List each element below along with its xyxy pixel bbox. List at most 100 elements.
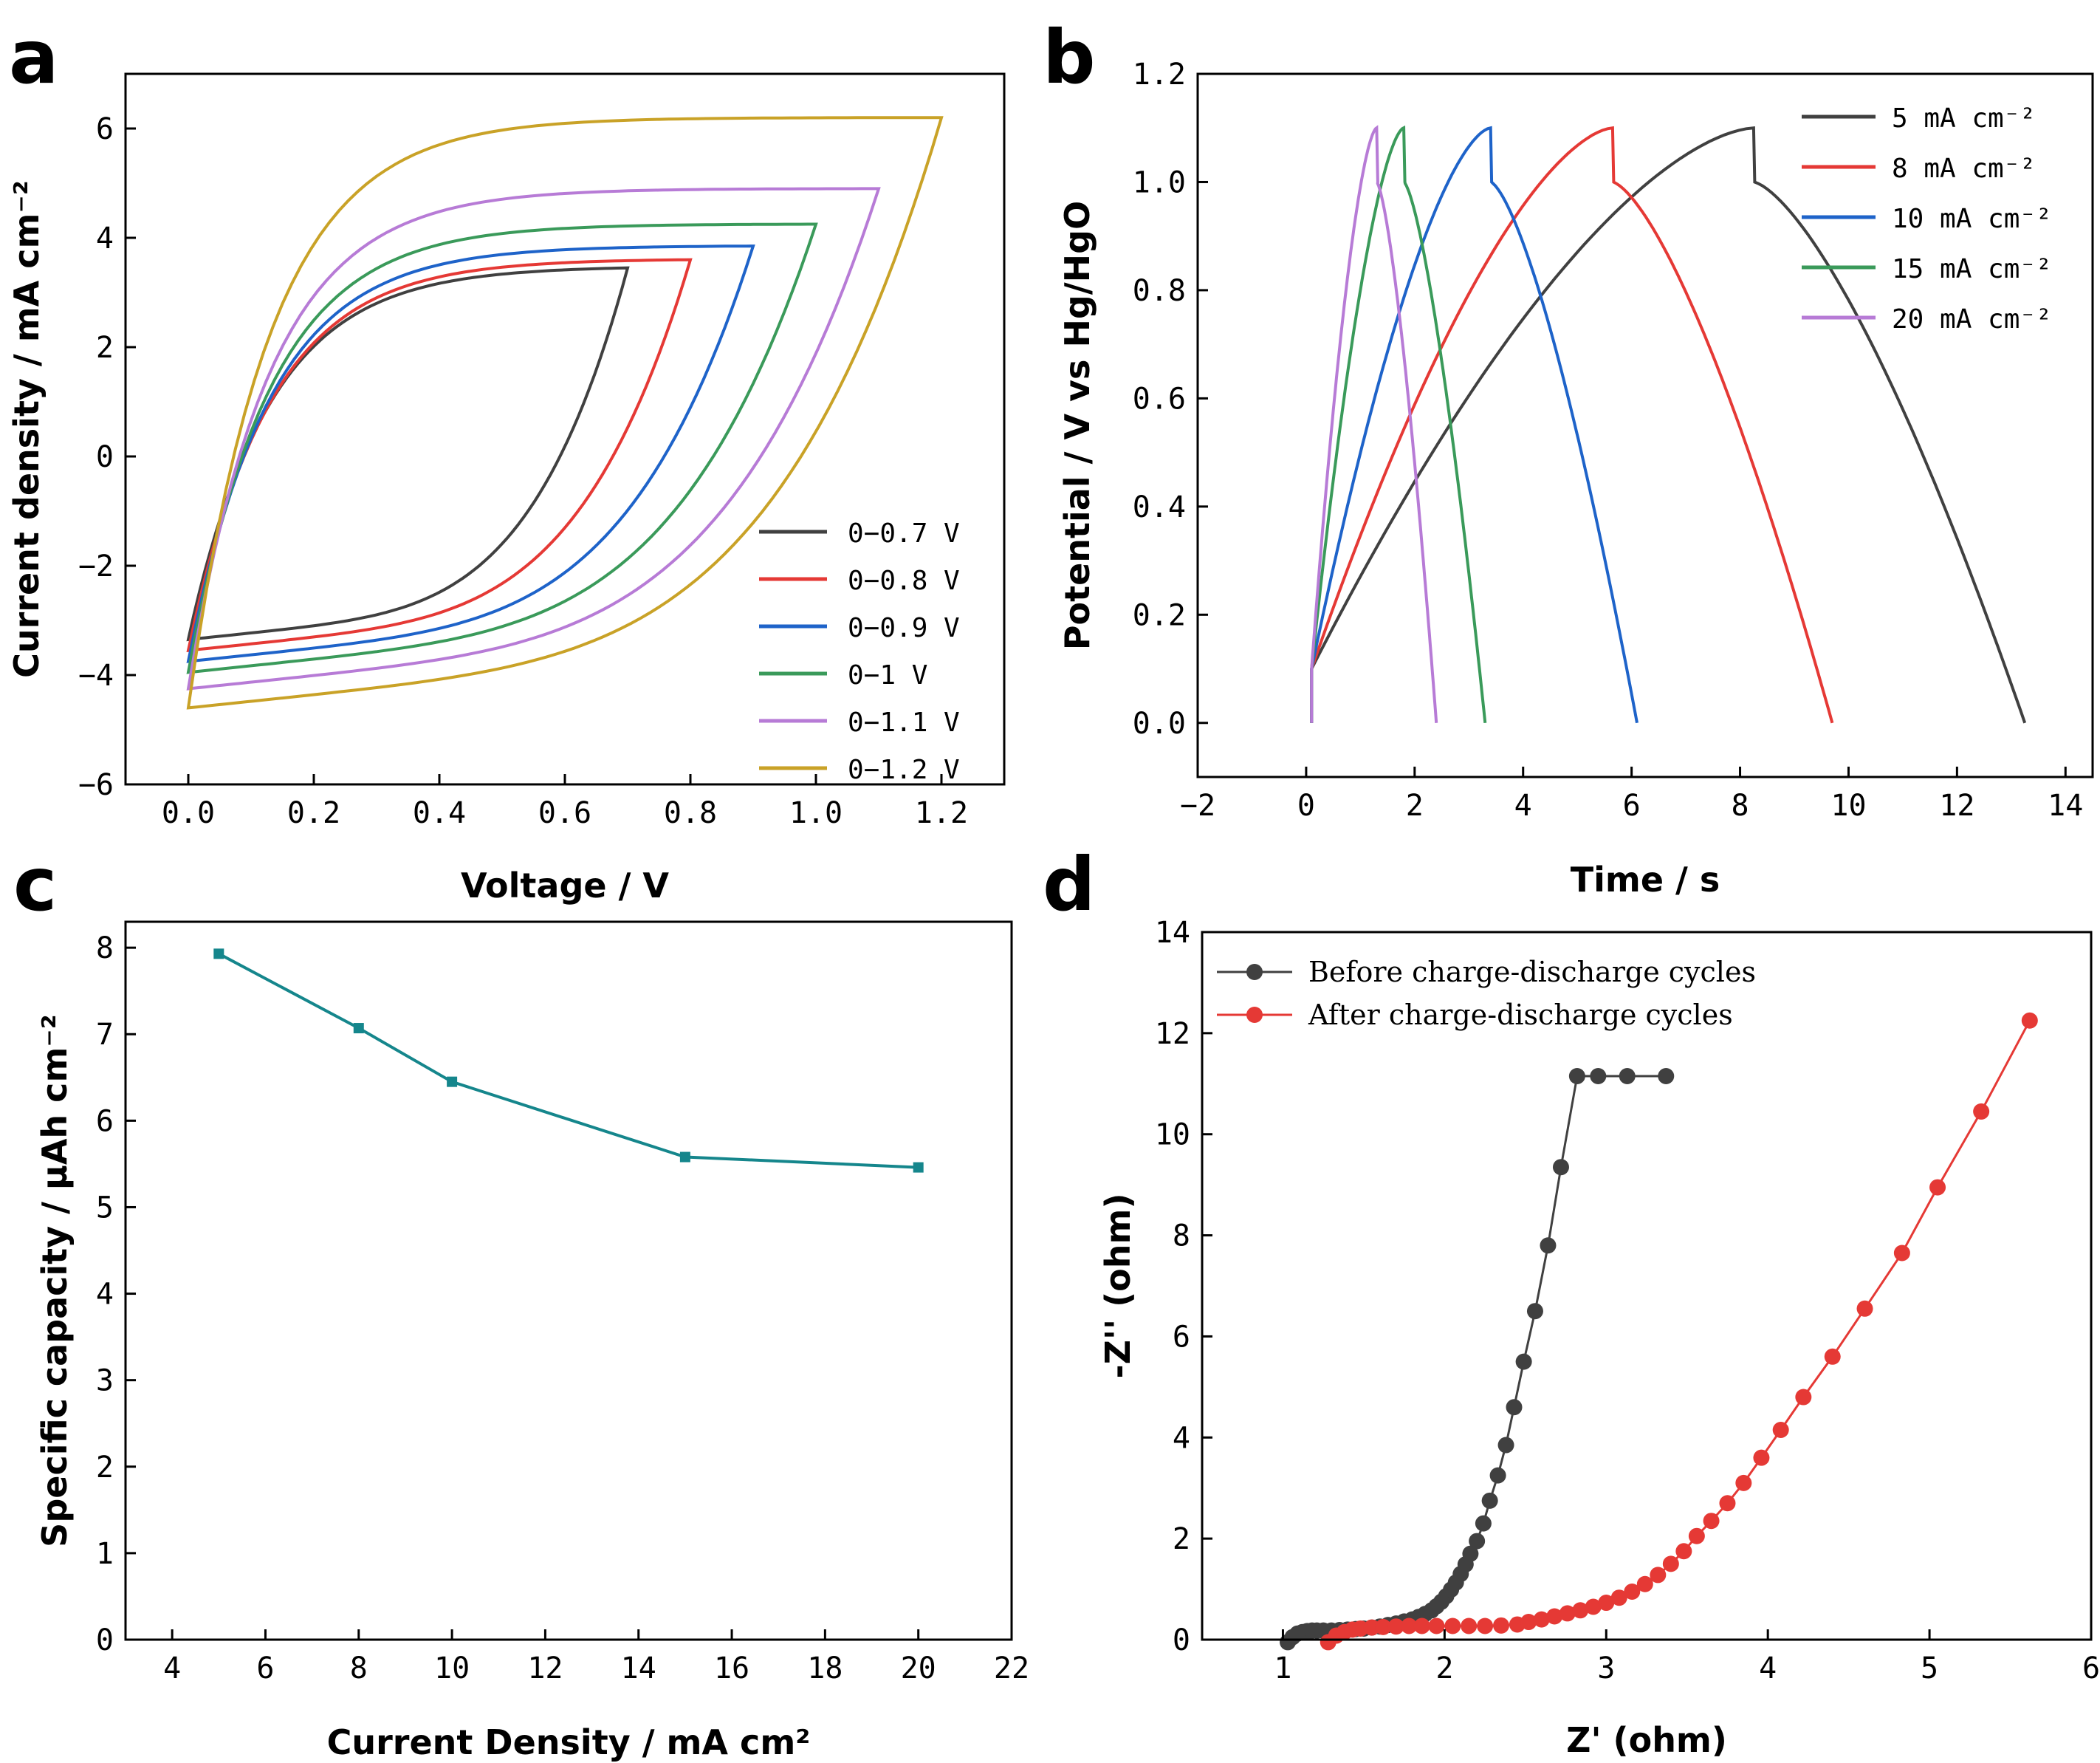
gcd-curve-0 [1310, 126, 2027, 724]
panel-b-x-tick-label: 10 [1830, 789, 1866, 823]
panel-b-legend: 5 mA cm⁻² 8 mA cm⁻² 10 mA cm⁻² 15 mA cm⁻² 20… [1802, 103, 2052, 335]
panel-d-frame [1201, 931, 2093, 1641]
panel-d-x-tick-label: 2 [1435, 1651, 1453, 1685]
nyquist-point-0 [1462, 1545, 1479, 1562]
panel-b-x-tick-label: 0 [1297, 789, 1315, 823]
legend-label-b-3: 15 mA cm⁻² [1892, 254, 2052, 284]
cv-loop-4 [186, 187, 881, 691]
panel-c-x-ticks: 4 6 8 10 12 14 16 18 20 22 [163, 1629, 1029, 1685]
panel-a-x-tick-label: 0.0 [162, 796, 215, 830]
nyquist-point-1 [1477, 1617, 1494, 1634]
nyquist-point-1 [1572, 1602, 1589, 1619]
nyquist-point-1 [1929, 1179, 1946, 1196]
nyquist-point-1 [1735, 1474, 1752, 1491]
panel-b-y-tick-label: 0.0 [1133, 707, 1186, 741]
panel-c-x-tick-label: 6 [256, 1651, 274, 1685]
nyquist-point-1 [1688, 1527, 1705, 1544]
panel-c-x-tick-label: 14 [621, 1651, 656, 1685]
nyquist-point-1 [1401, 1617, 1418, 1634]
panel-b-y-tick-label: 0.6 [1133, 382, 1186, 416]
panel-a-y-label: Current density / mA cm⁻² [7, 180, 47, 678]
panel-b-x-tick-label: 4 [1514, 789, 1532, 823]
panel-c-y-tick-label: 5 [96, 1191, 114, 1225]
legend-label-a-4: 0−1.1 V [848, 708, 960, 738]
nyquist-point-0 [1515, 1353, 1532, 1370]
panel-d-y-tick-label: 2 [1173, 1522, 1190, 1556]
panel-a-x-tick-label: 0.2 [287, 796, 340, 830]
nyquist-point-1 [1413, 1617, 1430, 1634]
panel-a-x-label: Voltage / V [461, 866, 669, 906]
panel-b-y-tick-label: 1.0 [1133, 165, 1186, 199]
panel-c-x-tick-label: 12 [527, 1651, 563, 1685]
nyquist-point-1 [1703, 1513, 1720, 1530]
nyquist-point-1 [1559, 1605, 1576, 1622]
legend-label-a-1: 0−0.8 V [848, 566, 960, 596]
panel-b-x-ticks: −2 0 2 4 6 8 10 12 14 [1180, 767, 2083, 823]
gcd-curve-4 [1310, 125, 1438, 723]
panel-d-y-tick-label: 12 [1155, 1017, 1190, 1051]
panel-a-y-tick-label: 6 [96, 112, 114, 146]
legend-label-b-2: 10 mA cm⁻² [1892, 204, 2052, 234]
panel-d-y-tick-label: 10 [1155, 1118, 1190, 1152]
legend-label-d-1: After charge-discharge cycles [1308, 999, 1733, 1031]
panel-a-y-ticks: −6 −4 −2 0 2 4 6 [78, 112, 136, 802]
panel-b-x-tick-label: 6 [1623, 789, 1641, 823]
nyquist-point-0 [1489, 1467, 1506, 1484]
nyquist-point-1 [1650, 1567, 1667, 1584]
panel-d-x-tick-label: 1 [1274, 1651, 1291, 1685]
nyquist-point-1 [1662, 1555, 1679, 1572]
nyquist-point-0 [1481, 1492, 1498, 1509]
panel-c-y-tick-label: 0 [96, 1623, 114, 1657]
panel-c-x-tick-label: 16 [714, 1651, 749, 1685]
panel-c-y-tick-label: 7 [96, 1018, 114, 1052]
nyquist-point-1 [1719, 1495, 1736, 1512]
nyquist-point-1 [1598, 1595, 1615, 1612]
nyquist-point-1 [2021, 1012, 2038, 1029]
panel-c-y-label: Specific capacity / µAh cm⁻² [35, 1014, 75, 1547]
panel-d-y-tick-label: 6 [1173, 1320, 1190, 1354]
panel-d-x-tick-label: 4 [1759, 1651, 1777, 1685]
capacity-point [353, 1023, 364, 1034]
panel-d-x-tick-label: 6 [2082, 1651, 2100, 1685]
panel-c-y-ticks: 0 1 2 3 4 5 6 7 8 [96, 931, 136, 1657]
panel-c-x-tick-label: 10 [434, 1651, 470, 1685]
legend-marker-d-0 [1246, 964, 1263, 980]
panel-a-y-tick-label: −6 [78, 768, 114, 802]
capacity-point [213, 948, 224, 959]
nyquist-point-0 [1658, 1068, 1675, 1085]
capacity-point [913, 1162, 924, 1173]
panel-a-x-tick-label: 0.8 [664, 796, 717, 830]
gcd-curve-3 [1310, 125, 1487, 724]
nyquist-point-1 [1824, 1348, 1841, 1365]
panel-b-x-tick-label: 12 [1939, 789, 1974, 823]
nyquist-point-0 [1568, 1068, 1585, 1085]
panel-b-y-label: Potential / V vs Hg/HgO [1057, 201, 1097, 650]
nyquist-point-1 [1856, 1300, 1873, 1317]
panel-b-x-tick-label: 2 [1406, 789, 1424, 823]
nyquist-point-1 [1675, 1543, 1692, 1560]
panel-a-x-tick-label: 0.4 [413, 796, 466, 830]
legend-marker-d-1 [1246, 1007, 1263, 1023]
panel-b-data [1310, 125, 2027, 724]
capacity-point [679, 1151, 690, 1163]
nyquist-point-1 [1753, 1449, 1770, 1466]
panel-d-y-tick-label: 0 [1173, 1623, 1190, 1657]
panel-c-y-tick-label: 6 [96, 1104, 114, 1138]
panel-d-x-ticks: 1 2 3 4 5 6 [1274, 1629, 2100, 1685]
panel-label-c: c [13, 841, 57, 928]
cv-loop-2 [186, 244, 755, 663]
panel-c-x-tick-label: 18 [807, 1651, 843, 1685]
nyquist-point-0 [1475, 1515, 1492, 1532]
panel-b-y-ticks: 0.0 0.2 0.4 0.6 0.8 1.0 1.2 [1133, 58, 1208, 741]
panel-a-x-tick-label: 1.0 [789, 796, 843, 830]
panel-c-x-tick-label: 4 [163, 1651, 181, 1685]
panel-label-a: a [9, 14, 58, 100]
panel-d-x-tick-label: 5 [1921, 1651, 1938, 1685]
panel-a: 0.0 0.2 0.4 0.6 0.8 1.0 1.2 −6 −4 −2 0 2 4 6 0−0.7 V… [7, 72, 1006, 906]
panel-d-data [1280, 1012, 2038, 1651]
nyquist-point-1 [1520, 1614, 1537, 1631]
nyquist-point-1 [1772, 1422, 1789, 1439]
